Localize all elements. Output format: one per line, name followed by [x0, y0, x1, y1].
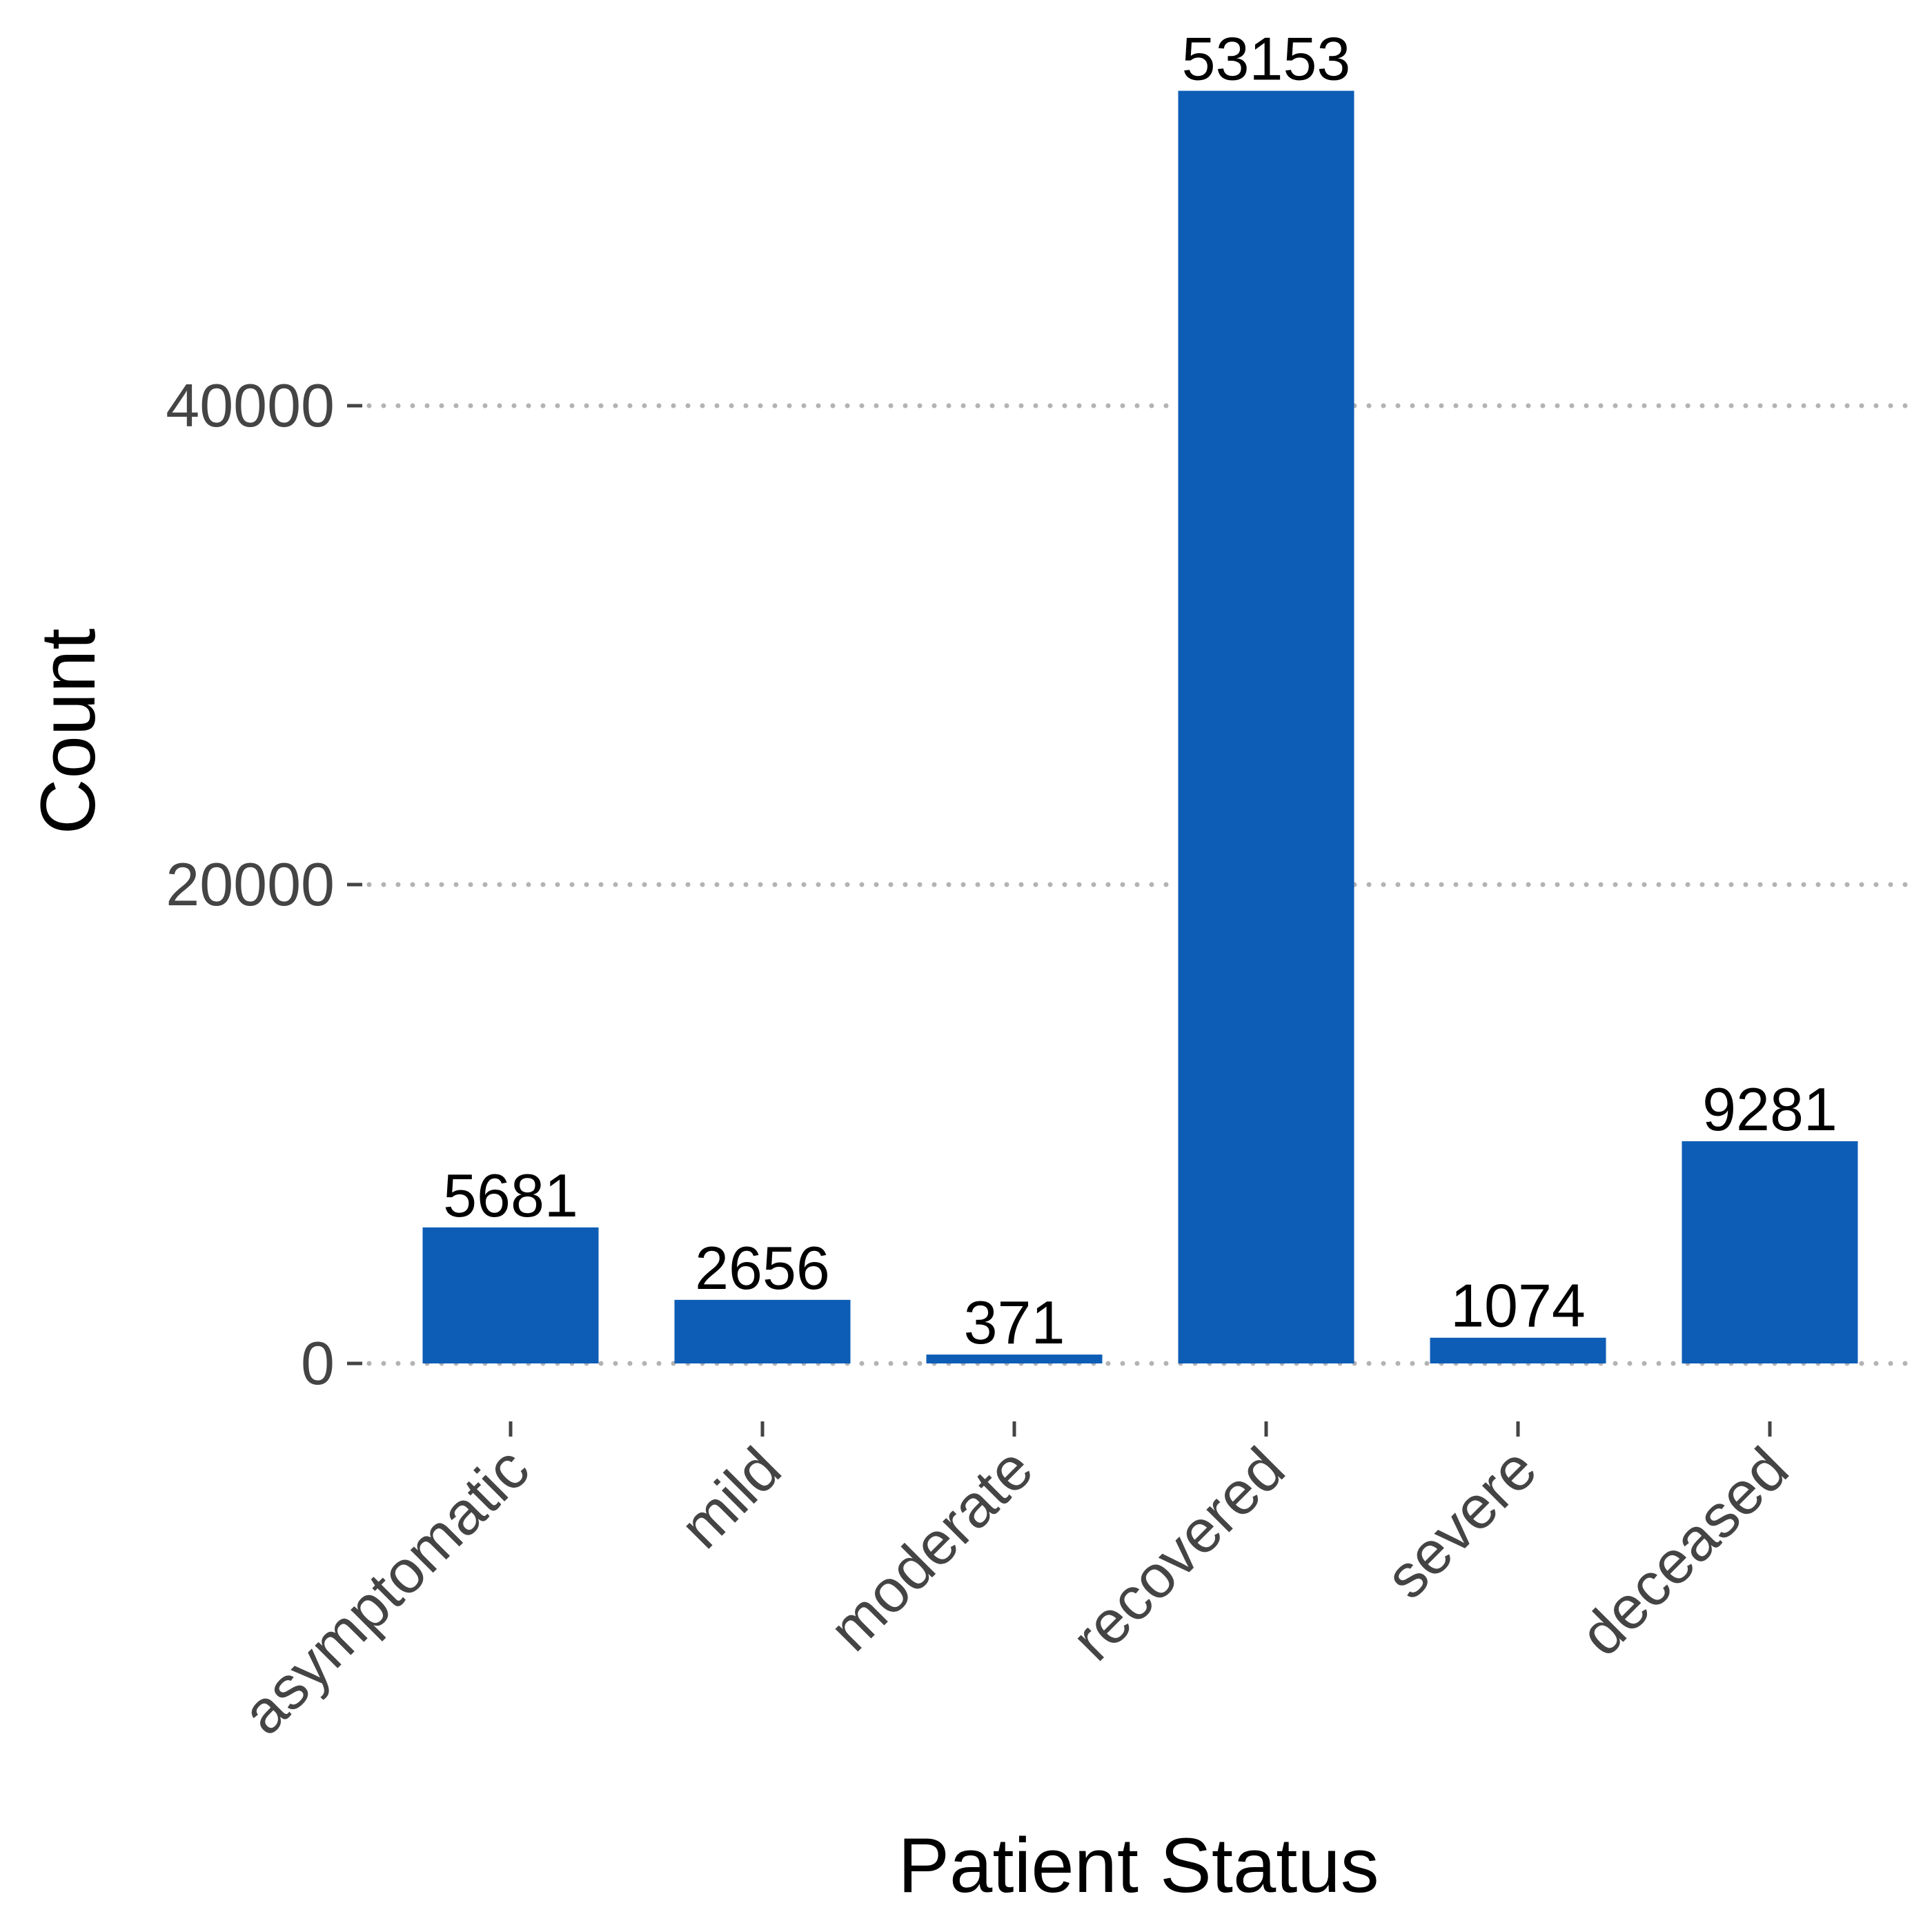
x-tick-label-deceased: deceased	[1567, 1434, 1802, 1668]
data-labels: 5681 2656 371 53153 1074 9281	[443, 25, 1837, 1357]
x-tick-label-severe: severe	[1372, 1434, 1550, 1611]
x-axis: asymptomatic mild moderate recovered severe d…	[229, 1421, 1802, 1747]
x-axis-title: Patient Status	[898, 1822, 1379, 1909]
data-label-asymptomatic: 5681	[443, 1161, 578, 1230]
x-tick-label-recovered: recovered	[1058, 1434, 1298, 1673]
y-tick-label: 0	[301, 1329, 335, 1397]
y-tick-label: 40000	[166, 371, 335, 440]
x-tick-label-moderate: moderate	[816, 1434, 1046, 1664]
data-label-deceased: 9281	[1702, 1075, 1837, 1143]
y-axis-title: Count	[25, 629, 111, 835]
data-label-moderate: 371	[964, 1288, 1065, 1357]
data-label-severe: 1074	[1450, 1272, 1586, 1340]
bar-asymptomatic	[422, 1227, 599, 1363]
bar-severe	[1430, 1337, 1606, 1363]
data-label-recovered: 53153	[1182, 25, 1351, 93]
bar-recovered	[1178, 90, 1354, 1363]
bar-moderate	[926, 1354, 1103, 1363]
bar-mild	[674, 1299, 851, 1363]
data-label-mild: 2656	[695, 1234, 830, 1302]
bar-deceased	[1682, 1141, 1858, 1363]
y-axis: 0 20000 40000	[166, 371, 362, 1397]
bars	[422, 90, 1858, 1363]
x-tick-label-asymptomatic: asymptomatic	[229, 1434, 542, 1747]
x-tick-label-mild: mild	[667, 1434, 793, 1561]
grid-lines	[366, 403, 1914, 1366]
y-tick-label: 20000	[166, 850, 335, 918]
